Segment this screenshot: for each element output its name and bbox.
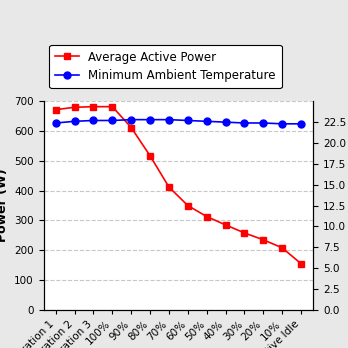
Average Active Power — [280, 246, 284, 250]
Average Active Power — [54, 108, 58, 112]
Average Active Power — [92, 105, 96, 109]
Minimum Ambient Temperature — [167, 118, 171, 122]
Legend: Average Active Power, Minimum Ambient Temperature: Average Active Power, Minimum Ambient Te… — [49, 45, 282, 88]
Minimum Ambient Temperature — [129, 118, 133, 122]
Minimum Ambient Temperature — [92, 118, 96, 122]
Minimum Ambient Temperature — [299, 122, 303, 126]
Average Active Power — [205, 214, 209, 219]
Line: Average Active Power: Average Active Power — [53, 104, 304, 266]
Average Active Power — [186, 204, 190, 208]
Minimum Ambient Temperature — [205, 119, 209, 124]
Average Active Power — [242, 231, 246, 235]
Average Active Power — [148, 154, 152, 158]
Average Active Power — [72, 105, 77, 109]
Average Active Power — [223, 223, 228, 227]
Minimum Ambient Temperature — [186, 118, 190, 122]
Minimum Ambient Temperature — [223, 120, 228, 124]
Minimum Ambient Temperature — [54, 121, 58, 125]
Minimum Ambient Temperature — [148, 118, 152, 122]
Minimum Ambient Temperature — [261, 121, 265, 125]
Average Active Power — [129, 125, 133, 129]
Average Active Power — [167, 185, 171, 189]
Minimum Ambient Temperature — [110, 118, 114, 122]
Minimum Ambient Temperature — [242, 121, 246, 125]
Y-axis label: Power (W): Power (W) — [0, 169, 9, 242]
Average Active Power — [110, 105, 114, 109]
Minimum Ambient Temperature — [72, 119, 77, 124]
Average Active Power — [261, 238, 265, 242]
Line: Minimum Ambient Temperature: Minimum Ambient Temperature — [52, 116, 304, 127]
Minimum Ambient Temperature — [280, 122, 284, 126]
Average Active Power — [299, 261, 303, 266]
